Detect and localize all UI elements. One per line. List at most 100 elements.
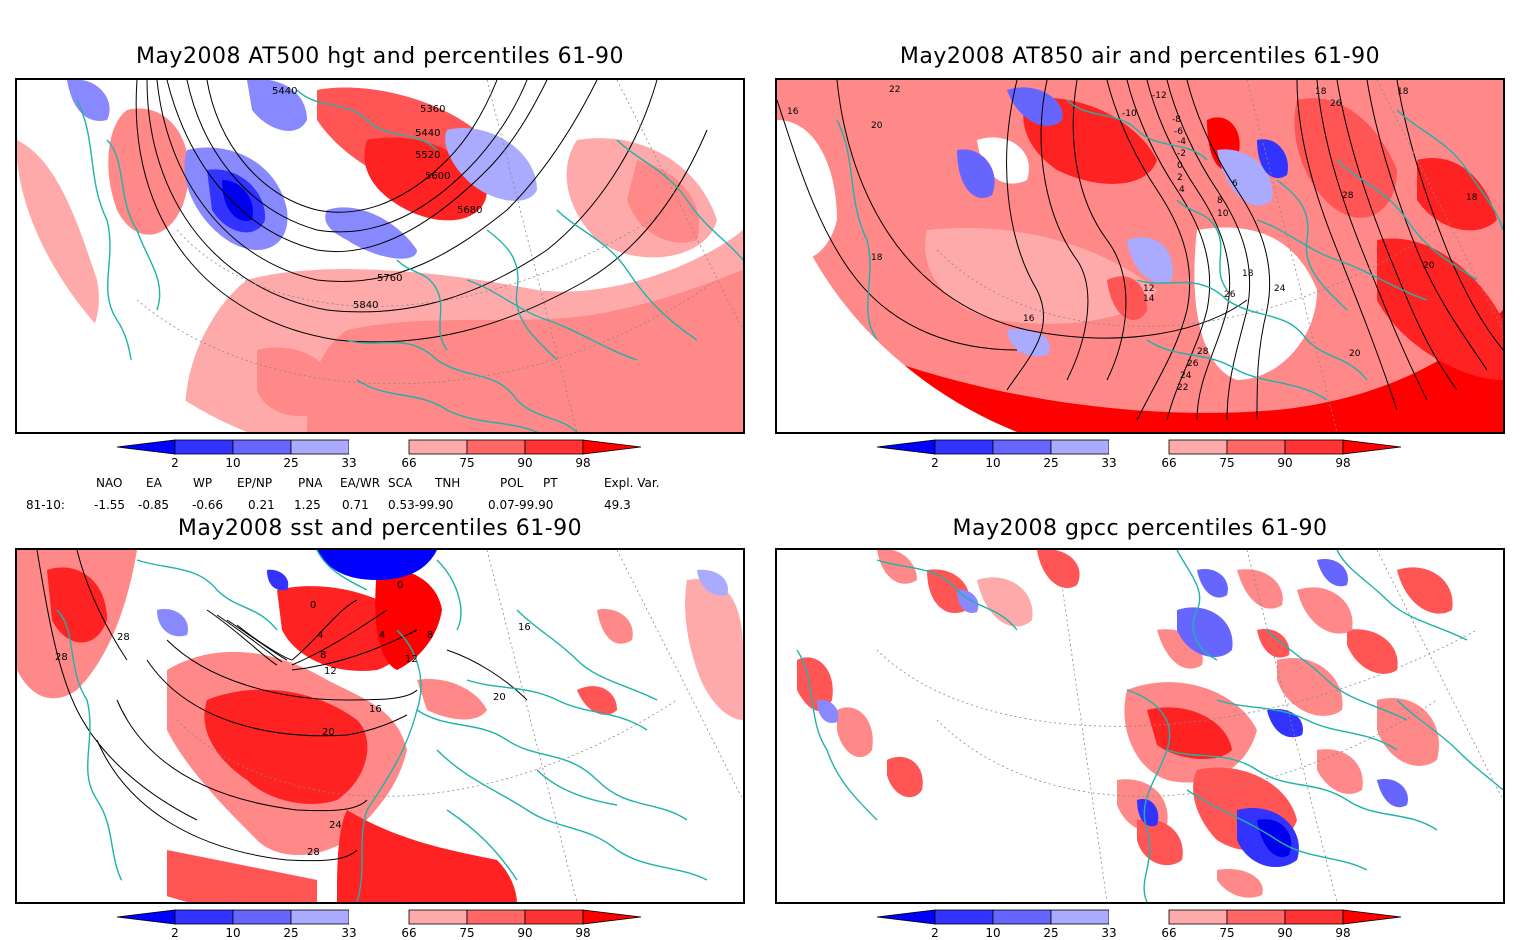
- panel-2-title: May2008 AT850 air and percentiles 61-90: [899, 44, 1381, 69]
- contour-label: 28: [55, 652, 68, 663]
- contour-label: 0: [310, 600, 316, 611]
- colorbar-tick-label: 75: [1219, 456, 1234, 470]
- temperature-contours: [777, 80, 1503, 421]
- colorbar-tick-label: 2: [171, 926, 179, 940]
- colorbar-tick-label: 25: [283, 456, 298, 470]
- colorbar-swatch: [116, 439, 176, 455]
- colorbar-3: 2 10 25 33 66 75 90 98: [116, 909, 642, 940]
- negative-percentile-shading: [957, 87, 1288, 357]
- negative-percentile-shading: [67, 80, 537, 259]
- contour-label: 6: [1232, 179, 1238, 189]
- contour-label: 5440: [272, 86, 297, 97]
- graticule: [176, 550, 743, 902]
- colorbar-tick-label: 75: [459, 456, 474, 470]
- index-header: TNH: [435, 476, 461, 490]
- colorbar-tick-label: 33: [341, 456, 356, 470]
- contour-label: 18: [871, 253, 883, 263]
- colorbar-tick-label: 33: [341, 926, 356, 940]
- colorbar-tick-label: 2: [171, 456, 179, 470]
- colorbar-swatch: [582, 439, 642, 455]
- colorbar-swatch: [349, 910, 409, 924]
- index-header: NAO: [96, 476, 123, 490]
- index-value: -1.55: [94, 498, 126, 512]
- index-value: 0.71: [342, 498, 369, 512]
- colorbar-tick-label: 2: [931, 456, 939, 470]
- contour-label: 0: [397, 580, 403, 591]
- colorbar-tick-label: 98: [1335, 926, 1350, 940]
- contour-label: 5760: [377, 273, 402, 284]
- colorbar-swatch: [934, 439, 994, 455]
- colorbar-tick-label: 25: [1043, 926, 1058, 940]
- colorbar-tick-label: 66: [401, 926, 416, 940]
- colorbar-swatch: [232, 439, 292, 455]
- contour-labels: 5440 5360 5440 5520 5600 5680 5760 5840: [272, 86, 482, 311]
- colorbar-tick-label: 10: [985, 926, 1000, 940]
- colorbar-swatch: [992, 439, 1052, 455]
- contour-label: 8: [427, 630, 433, 641]
- colorbar-swatch: [408, 909, 468, 925]
- colorbar-tick-label: 10: [985, 456, 1000, 470]
- index-value: -0.85: [138, 498, 170, 512]
- contour-label: 0: [1177, 161, 1183, 171]
- contour-label: -8: [1172, 115, 1181, 125]
- contour-labels: 22 16 20 18 -12 -10 -8 -6 -4 -2 0 2 4 6 …: [787, 85, 1478, 393]
- colorbar-swatch: [1050, 439, 1110, 455]
- contour-label: 10: [1217, 209, 1229, 219]
- index-header: POL: [500, 476, 524, 490]
- contour-label: 5680: [457, 205, 482, 216]
- index-header: EA/WR: [340, 476, 381, 490]
- contour-label: 18: [1397, 87, 1409, 97]
- colorbar-swatch: [174, 909, 234, 925]
- contour-label: 26: [1187, 359, 1199, 369]
- graticule: [936, 80, 1503, 432]
- colorbar-tick-label: 90: [517, 926, 532, 940]
- index-value: 0.53-99.90: [388, 498, 454, 512]
- contour-label: 20: [1349, 349, 1361, 359]
- contour-label: 26: [1330, 99, 1342, 109]
- panel-1-map: 5440 5360 5440 5520 5600 5680 5760 5840: [15, 78, 745, 434]
- contour-label: 16: [1023, 314, 1035, 324]
- colorbar-swatch: [582, 909, 642, 925]
- colorbar-tick-label: 33: [1101, 456, 1116, 470]
- teleconnection-indices: NAO EA WP EP/NP PNA EA/WR SCA TNH POL PT…: [0, 476, 760, 516]
- colorbar-swatch: [232, 909, 292, 925]
- colorbar-swatch: [934, 909, 994, 925]
- colorbar-swatch: [1284, 439, 1344, 455]
- contour-label: 24: [329, 820, 342, 831]
- contour-label: 18: [1315, 87, 1327, 97]
- colorbar-tick-label: 98: [575, 926, 590, 940]
- contour-label: 5840: [353, 300, 378, 311]
- index-value: 1.25: [294, 498, 321, 512]
- index-row-label: 81-10:: [26, 498, 65, 512]
- panel-4-title: May2008 gpcc percentiles 61-90: [952, 516, 1328, 541]
- contour-label: 8: [320, 650, 326, 661]
- colorbar-swatch: [1342, 909, 1402, 925]
- contour-label: 28: [117, 632, 130, 643]
- colorbar-tick-label: 10: [225, 456, 240, 470]
- colorbar-swatch: [174, 439, 234, 455]
- colorbar-tick-label: 75: [1219, 926, 1234, 940]
- colorbar-swatch: [466, 439, 526, 455]
- colorbar-swatch: [524, 909, 584, 925]
- colorbar-swatch: [116, 909, 176, 925]
- colorbar-swatch: [524, 439, 584, 455]
- index-value: 49.3: [604, 498, 631, 512]
- colorbar-swatch: [290, 909, 350, 925]
- negative-percentile-shading: [817, 559, 1408, 868]
- contour-label: 14: [1143, 294, 1155, 304]
- coastlines: [796, 550, 1503, 902]
- colorbar-swatch: [408, 439, 468, 455]
- index-header: PT: [543, 476, 558, 490]
- panel-1-title: May2008 AT500 hgt and percentiles 61-90: [135, 44, 625, 69]
- colorbar-tick-label: 66: [1161, 456, 1176, 470]
- colorbar-swatch: [876, 439, 936, 455]
- negative-percentile-shading: [157, 550, 728, 637]
- panel-4-map: [775, 548, 1505, 904]
- colorbar-tick-label: 90: [1277, 926, 1292, 940]
- index-header: SCA: [388, 476, 413, 490]
- percentile-shading: [797, 550, 1453, 898]
- index-header: EA: [146, 476, 162, 490]
- contour-label: 26: [1224, 290, 1236, 300]
- colorbar-4: 2 10 25 33 66 75 90 98: [876, 909, 1402, 940]
- contour-label: 24: [1180, 371, 1192, 381]
